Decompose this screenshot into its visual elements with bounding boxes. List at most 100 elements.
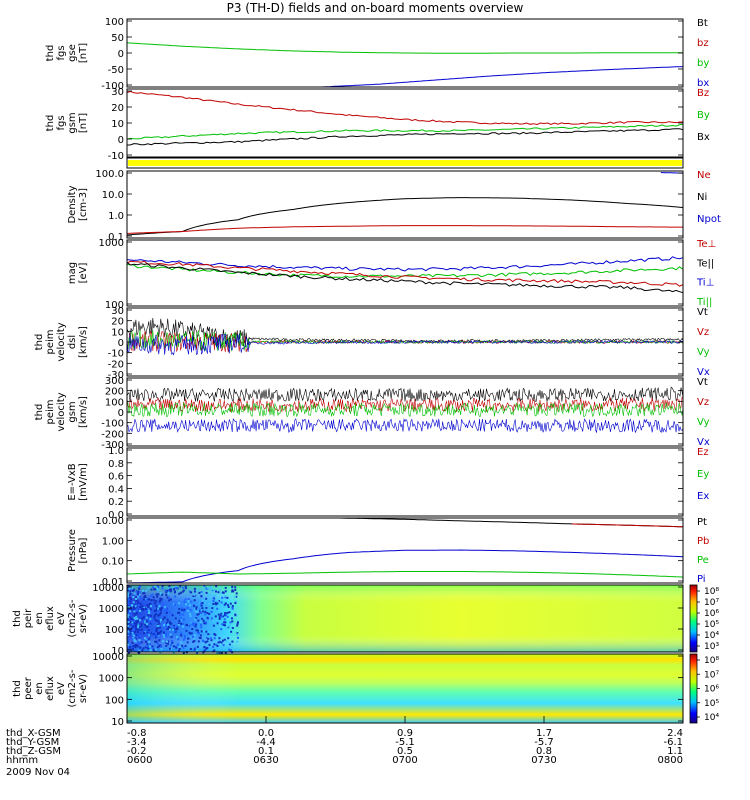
panel-7: 1.0 0.8 0.60.4 0.2 0.0 E=-VxB [mV/m] Ez Ey Ex	[67, 446, 709, 521]
y-tick-label: 1.0	[108, 211, 124, 222]
y-tick-label: 0	[118, 49, 124, 60]
series-vt-line	[126, 386, 684, 403]
y-axis-label: thd	[45, 45, 56, 62]
legend-entry: Pe	[697, 555, 709, 566]
y-tick-label: 30	[111, 306, 124, 317]
footer-value: 1.7	[536, 728, 552, 739]
y-axis-label: en	[34, 682, 45, 695]
mode-bar	[126, 157, 684, 169]
y-axis-label: fgs	[56, 115, 67, 130]
legend-entry: Vt	[697, 377, 708, 388]
footer-row-label: thd_X-GSM	[6, 728, 61, 739]
y-tick-label: 0.0	[108, 510, 124, 521]
panel-frame	[126, 377, 684, 447]
legend-entry: Te⊥	[696, 239, 716, 250]
y-tick-label: -200	[101, 429, 124, 440]
y-tick-label: 1.0	[108, 446, 124, 457]
y-tick-label: 0.2	[108, 497, 124, 508]
y-axis-label: (cm2-s-	[67, 599, 78, 637]
panel-frame	[126, 584, 684, 653]
colorbar-tick-label: 10⁸	[704, 656, 719, 666]
footer-row-label: thd_Z-GSM	[6, 746, 61, 757]
y-axis-label: sr-eV)	[78, 604, 89, 633]
y-axis-label: peim	[45, 399, 56, 424]
legend-entry: by	[697, 58, 709, 69]
y-axis-label: en	[34, 612, 45, 625]
y-axis-label: peer	[23, 676, 34, 700]
legend-entry: Bt	[697, 18, 708, 29]
y-axis-label: mag	[67, 262, 78, 284]
y-tick-label: 100	[105, 17, 124, 28]
y-tick-label: 10	[111, 646, 124, 657]
y-axis-label: thd	[34, 404, 45, 421]
panel-8: 10.00 1.00 0.10 0.01 Pressure [nPa] Pt Pb Pe Pi	[67, 516, 709, 588]
y-axis-label: thd	[12, 680, 23, 697]
y-tick-label: 10000	[92, 583, 124, 594]
y-tick-label: 10	[111, 119, 124, 130]
legend-entry: Pt	[697, 517, 707, 528]
y-axis-label: E=-VxB	[67, 463, 78, 500]
y-tick-label: -30	[108, 370, 124, 381]
legend-entry: Ni	[697, 192, 707, 203]
y-tick-label: 0.01	[102, 577, 124, 588]
y-tick-label: 1000	[99, 604, 124, 615]
series-by-line	[126, 123, 684, 140]
colorbar-tick-label: 10⁴	[704, 713, 719, 723]
y-axis-label: gsm	[67, 401, 78, 422]
series-bz-line	[126, 90, 684, 126]
y-tick-label: 1.00	[102, 536, 124, 547]
y-axis-label: eflux	[45, 676, 56, 701]
y-tick-label: 1000	[99, 238, 124, 249]
footer-value: 2.4	[667, 728, 683, 739]
footer-value: -0.8	[127, 728, 147, 739]
y-tick-label: -50	[108, 65, 124, 76]
panel-2: 30 20 10 0 -10 thd fgs gsm [nT] Bz By Bx	[45, 87, 710, 162]
series-vy-line	[126, 402, 684, 418]
y-tick-label: -100	[101, 419, 124, 430]
y-axis-label: [eV]	[78, 263, 89, 284]
y-axis-label: [mV/m]	[78, 463, 89, 501]
footer-value: -0.2	[127, 746, 147, 757]
footer-value: 0730	[531, 755, 556, 766]
y-tick-label: -20	[108, 359, 124, 370]
y-axis-label: Pressure	[67, 529, 78, 572]
y-tick-label: 100.0	[95, 169, 124, 180]
y-axis-label: Density	[67, 185, 78, 223]
y-tick-label: 0.10	[102, 557, 124, 568]
footer-value: 1.1	[667, 746, 683, 757]
y-axis-label: peim	[45, 329, 56, 354]
y-tick-label: 10.0	[102, 190, 124, 201]
legend-entry: Vy	[697, 347, 710, 358]
y-tick-label: 0	[118, 338, 124, 349]
legend-entry: Vz	[697, 327, 709, 338]
series-te-line	[126, 260, 684, 287]
legend-entry: bz	[697, 38, 709, 49]
y-tick-label: 10	[111, 327, 124, 338]
y-tick-label: 20	[111, 317, 124, 328]
series-pb-line	[571, 523, 683, 528]
y-axis-label: [nPa]	[78, 537, 89, 563]
legend-entry: Ti||	[696, 297, 712, 308]
y-axis-label: sr-eV)	[78, 674, 89, 703]
y-tick-label: 10000	[92, 652, 124, 663]
footer-value: 0.1	[258, 746, 274, 757]
y-axis-label: gse	[67, 44, 78, 62]
legend-entry: Ez	[697, 447, 709, 458]
y-tick-label: -10	[108, 151, 124, 162]
y-axis-label: thd	[12, 610, 23, 627]
y-tick-label: -100	[101, 81, 124, 92]
colorbar-tick-label: 10⁶	[704, 685, 719, 695]
footer-value: 0630	[253, 755, 278, 766]
legend-entry: Pb	[697, 536, 709, 547]
y-axis-label: eV	[56, 612, 67, 625]
legend-entry: Vz	[697, 397, 709, 408]
series-bx-line	[126, 128, 684, 146]
footer-value: 0700	[392, 755, 417, 766]
y-axis-label: [cm-3]	[78, 188, 89, 221]
y-tick-label: 50	[111, 33, 124, 44]
series-ti-line	[126, 256, 684, 272]
y-tick-label: 300	[105, 376, 124, 387]
colorbar-tick-label: 10⁷	[704, 670, 719, 680]
